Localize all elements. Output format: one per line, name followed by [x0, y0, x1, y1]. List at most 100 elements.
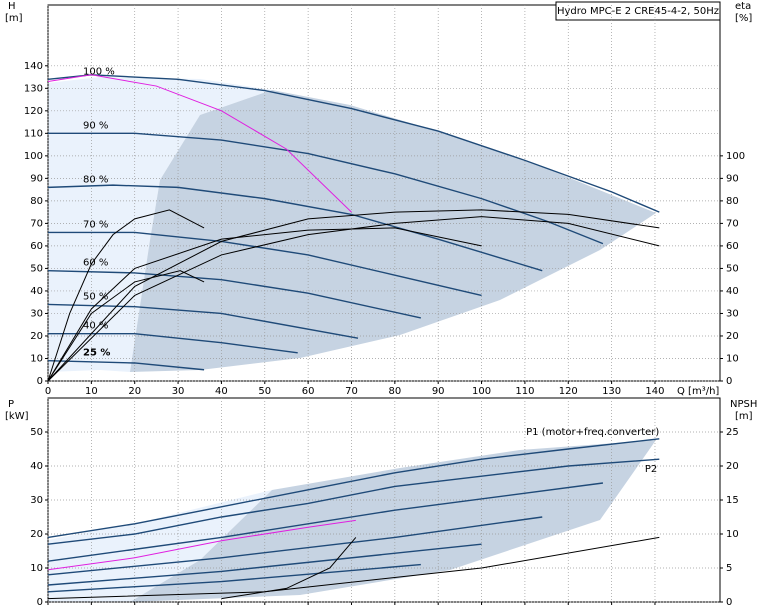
x-tick-label: 100: [472, 386, 491, 397]
curve-label: 40 %: [83, 321, 108, 332]
y2-tick-label: 70: [726, 218, 739, 229]
x-tick-label: 20: [128, 386, 141, 397]
y2-tick-label: 20: [726, 461, 739, 472]
y-label: P: [8, 399, 14, 410]
y-tick-label: 140: [24, 61, 43, 72]
y-unit: [kW]: [5, 411, 29, 422]
y-tick-label: 30: [30, 495, 43, 506]
x-tick-label: 90: [432, 386, 445, 397]
curve: [47, 563, 421, 593]
curve: [47, 438, 660, 539]
curve: [48, 231, 482, 297]
curve: [47, 269, 422, 319]
y2-tick-label: 100: [726, 151, 745, 162]
x-tick-label: 50: [258, 386, 271, 397]
light-region: [48, 77, 272, 372]
curve-label: 25 %: [83, 348, 110, 359]
curve: [47, 482, 604, 562]
curve-label: 60 %: [83, 258, 108, 269]
x-tick-label: 120: [559, 386, 578, 397]
y2-tick-label: 0: [726, 376, 732, 387]
x-tick-label: 30: [172, 386, 185, 397]
curve-label: P1 (motor+freq.converter): [526, 427, 659, 438]
y-unit: [m]: [5, 13, 23, 24]
curve: [47, 543, 482, 586]
curve: [48, 132, 604, 245]
curve: [47, 516, 543, 576]
x-tick-label: 140: [645, 386, 664, 397]
y2-tick-label: 0: [726, 597, 732, 608]
y2-tick-label: 10: [726, 353, 739, 364]
x-tick-label: 0: [45, 386, 51, 397]
operating-region: [130, 440, 656, 602]
y2-tick-label: 80: [726, 196, 739, 207]
chart-title: Hydro MPC-E 2 CRE45-4-2, 50Hz: [557, 6, 719, 17]
y2-tick-label: 60: [726, 241, 739, 252]
curve-label: 100 %: [83, 66, 115, 77]
y2-tick-label: 25: [726, 427, 739, 438]
y-tick-label: 110: [24, 128, 43, 139]
curve-label: 80 %: [83, 174, 108, 185]
x-tick-label: 80: [388, 386, 401, 397]
y2-tick-label: 15: [726, 495, 739, 506]
curve-label: P2: [645, 464, 657, 475]
y2-tick-label: 10: [726, 529, 739, 540]
curve-label: 70 %: [83, 219, 108, 230]
curve: [47, 270, 205, 382]
y-tick-label: 0: [37, 597, 43, 608]
y2-unit: [%]: [735, 13, 752, 24]
y2-label: eta: [735, 1, 751, 12]
x-label: Q [m³/h]: [677, 386, 719, 397]
x-tick-label: 130: [602, 386, 621, 397]
y-tick-label: 40: [30, 461, 43, 472]
y-tick-label: 10: [30, 563, 43, 574]
curve: [47, 74, 352, 213]
y-tick-label: 70: [30, 218, 43, 229]
curve: [47, 458, 660, 545]
x-tick-label: 40: [215, 386, 228, 397]
curve-label: 90 %: [83, 120, 108, 131]
y-tick-label: 100: [24, 151, 43, 162]
title-box: [555, 1, 721, 21]
x-tick-label: 70: [345, 386, 358, 397]
curve: [47, 360, 205, 371]
operating-region: [130, 90, 656, 372]
y2-tick-label: 50: [726, 263, 739, 274]
curve: [47, 209, 660, 382]
y-tick-label: 80: [30, 196, 43, 207]
y-tick-label: 10: [30, 353, 43, 364]
x-tick-label: 10: [85, 386, 98, 397]
curve: [47, 184, 543, 272]
y2-tick-label: 30: [726, 308, 739, 319]
y-tick-label: 20: [30, 529, 43, 540]
y-tick-label: 0: [37, 376, 43, 387]
y2-label: NPSH: [730, 399, 757, 410]
curve-label: 50 %: [83, 291, 108, 302]
y2-tick-label: 90: [726, 173, 739, 184]
y-tick-label: 30: [30, 308, 43, 319]
y2-tick-label: 40: [726, 286, 739, 297]
y-tick-label: 90: [30, 173, 43, 184]
y2-tick-label: 20: [726, 331, 739, 342]
curve: [47, 519, 356, 571]
y2-tick-label: 5: [726, 563, 732, 574]
y-tick-label: 50: [30, 427, 43, 438]
y-tick-label: 120: [24, 106, 43, 117]
y-tick-label: 20: [30, 331, 43, 342]
curve: [47, 536, 660, 600]
y-tick-label: 60: [30, 241, 43, 252]
y-tick-label: 130: [24, 83, 43, 94]
y2-unit: [m]: [735, 411, 753, 422]
curve: [47, 227, 482, 382]
curve: [47, 74, 660, 213]
x-tick-label: 60: [302, 386, 315, 397]
y-tick-label: 50: [30, 263, 43, 274]
curve: [47, 303, 359, 339]
x-tick-label: 110: [515, 386, 534, 397]
y-tick-label: 40: [30, 286, 43, 297]
curve: [47, 209, 205, 382]
y-label: H: [8, 1, 16, 12]
curve: [47, 216, 660, 382]
curve: [221, 537, 357, 600]
